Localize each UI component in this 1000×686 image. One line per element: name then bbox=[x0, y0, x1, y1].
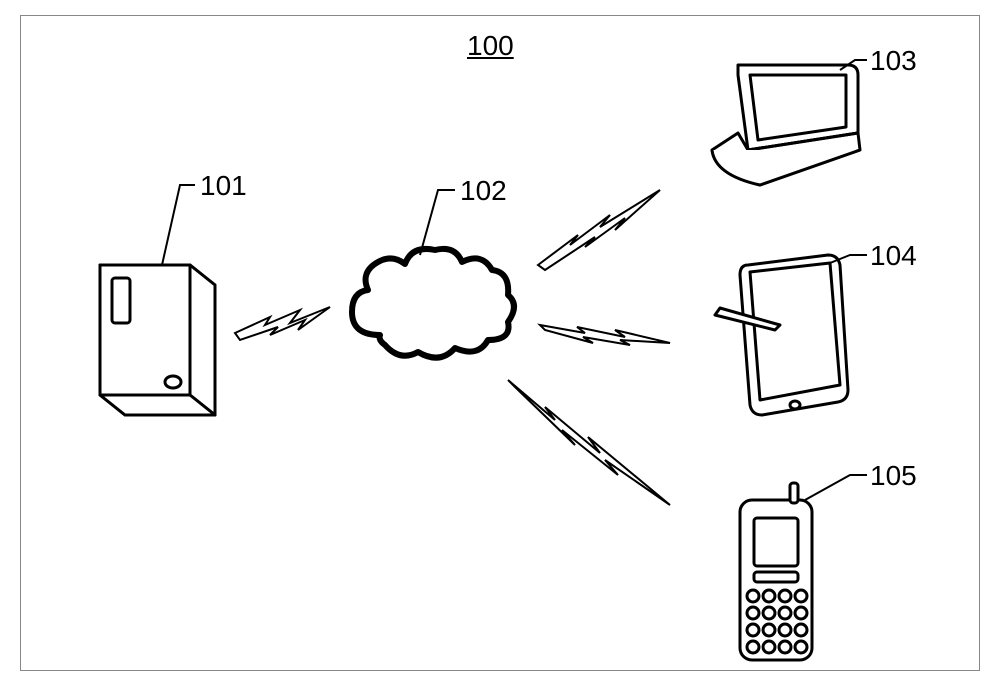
bolt-cloud-phone bbox=[500, 375, 680, 515]
bolt-server-cloud bbox=[230, 305, 340, 345]
phone-leader bbox=[0, 0, 1000, 686]
bolt-cloud-laptop bbox=[530, 185, 670, 275]
bolt-cloud-tablet bbox=[535, 315, 675, 355]
phone-label: 105 bbox=[870, 460, 917, 492]
